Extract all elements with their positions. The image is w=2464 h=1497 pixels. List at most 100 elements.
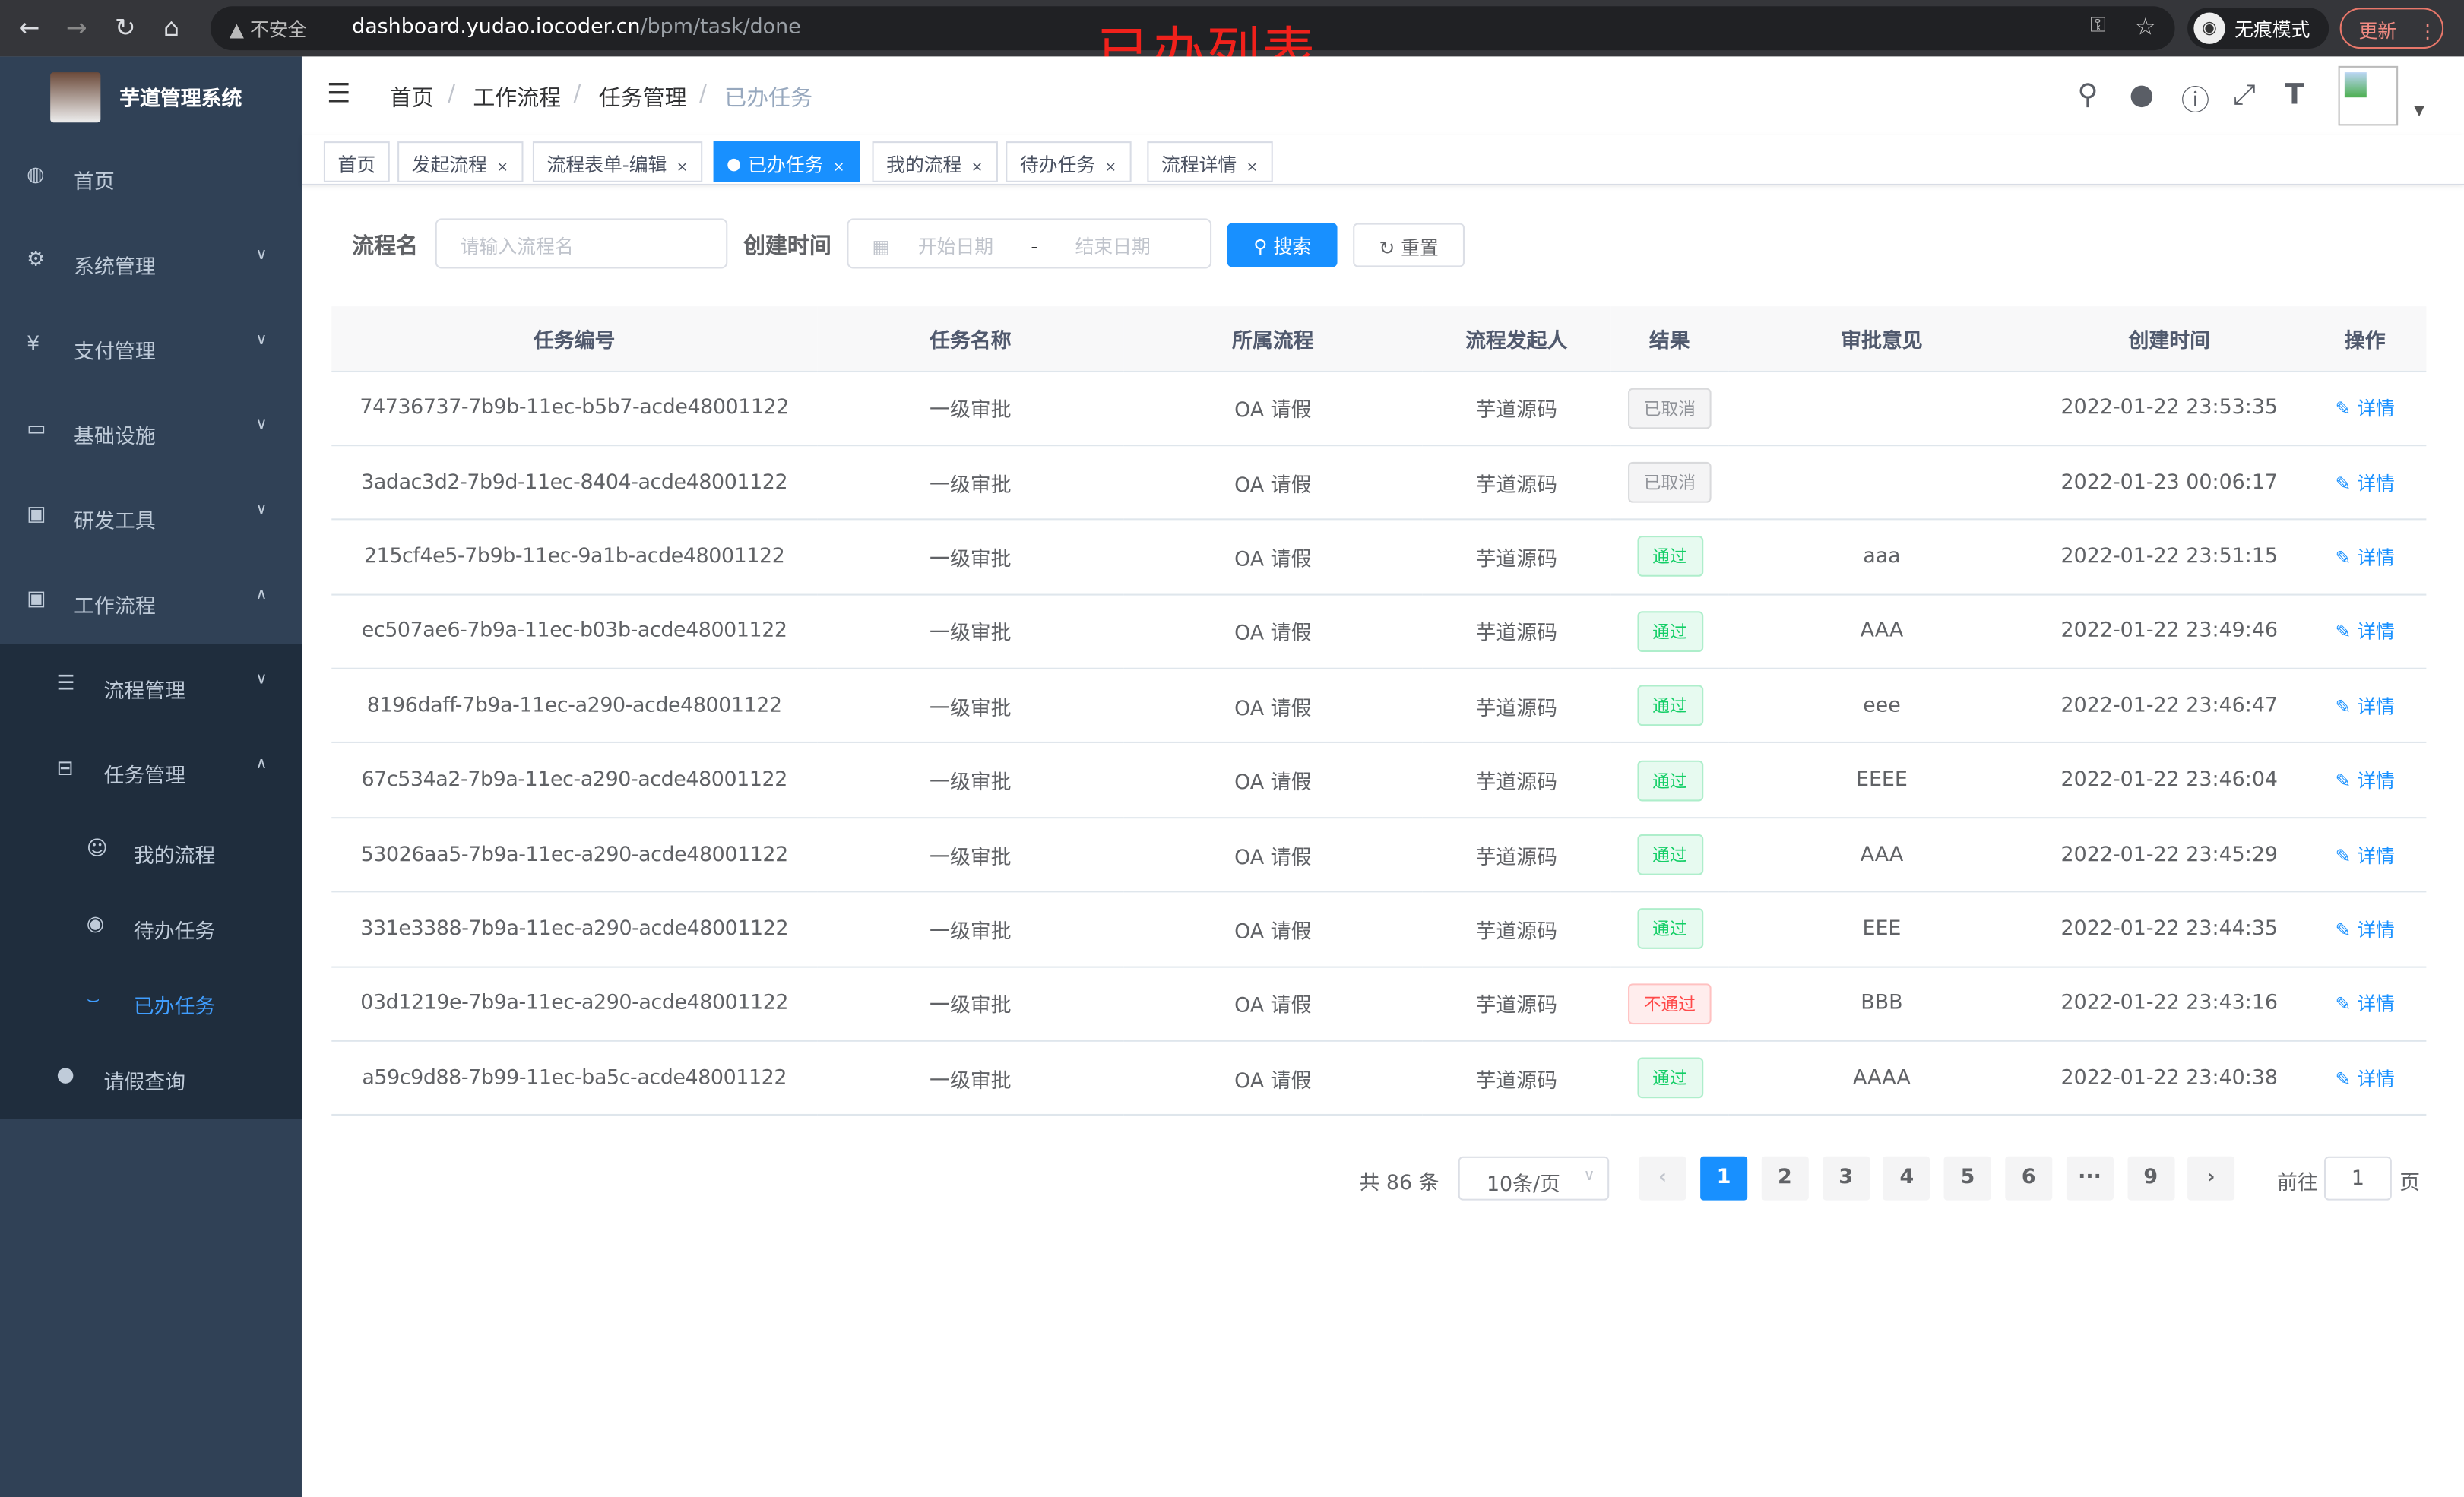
star-icon[interactable]: ☆: [2134, 12, 2156, 41]
table-cell: 2022-01-22 23:44:35: [2035, 891, 2304, 967]
font-size-icon[interactable]: T: [2285, 78, 2304, 112]
search-icon[interactable]: ⚲: [2077, 78, 2098, 112]
close-icon[interactable]: ×: [1246, 160, 1259, 176]
table-cell: 芋道源码: [1422, 593, 1611, 669]
table-cell: OA 请假: [1123, 370, 1423, 446]
sidebar-subitem[interactable]: ● 请假查询: [0, 1036, 302, 1114]
update-button[interactable]: 更新 ⋮: [2339, 8, 2444, 49]
next-page-button[interactable]: ›: [2187, 1156, 2235, 1201]
detail-link[interactable]: ✎ 详情: [2336, 621, 2395, 643]
tag-item[interactable]: 首页: [323, 141, 390, 182]
table-cell: 2022-01-22 23:46:04: [2035, 742, 2304, 818]
detail-link[interactable]: ✎ 详情: [2336, 546, 2395, 568]
cell-text: 2022-01-22 23:53:35: [2060, 396, 2279, 420]
sidebar-item[interactable]: ▣ 工作流程 ∧: [0, 559, 302, 644]
security-warning[interactable]: ▲ 不安全: [229, 18, 307, 41]
page-button[interactable]: 2: [1761, 1156, 1809, 1201]
sidebar-item[interactable]: ▣ 研发工具 ∨: [0, 474, 302, 559]
detail-link[interactable]: ✎ 详情: [2336, 397, 2395, 419]
page-button[interactable]: 6: [2005, 1156, 2053, 1201]
sidebar-item-label: 工作流程: [74, 595, 156, 619]
close-icon[interactable]: ×: [676, 160, 689, 176]
close-icon[interactable]: ×: [832, 160, 845, 176]
sidebar-subitem[interactable]: ⌣ 已办任务: [0, 960, 302, 1038]
tag-item[interactable]: 发起流程 ×: [397, 141, 523, 182]
cell-text: 2022-01-22 23:46:04: [2060, 768, 2279, 793]
detail-link[interactable]: ✎ 详情: [2336, 844, 2395, 866]
cell-text: 一级审批: [929, 995, 1012, 1019]
sidebar-item[interactable]: ⚙ 系统管理 ∨: [0, 220, 302, 305]
calendar-icon: ▦: [872, 236, 890, 258]
sidebar-subitem[interactable]: ☺ 我的流程: [0, 809, 302, 888]
close-icon[interactable]: ×: [971, 160, 983, 176]
date-range-picker[interactable]: ▦ 开始日期 - 结束日期: [847, 218, 1212, 269]
incognito-icon: ◉: [2193, 12, 2225, 44]
key-icon[interactable]: ⚿: [2090, 14, 2106, 38]
breadcrumb-item[interactable]: 首页: [389, 86, 434, 112]
start-date-input[interactable]: 开始日期: [917, 236, 994, 258]
table-cell: 芋道源码: [1422, 966, 1611, 1042]
reload-icon[interactable]: ↻: [114, 12, 136, 43]
end-date-input[interactable]: 结束日期: [1075, 236, 1151, 258]
avatar[interactable]: [2338, 65, 2399, 126]
sidebar-subitem[interactable]: ◉ 待办任务: [0, 885, 302, 963]
cell-text: 03d1219e-7b9a-11ec-a290-acde48001122: [360, 992, 789, 1016]
page-button[interactable]: ···: [2066, 1156, 2114, 1201]
prev-page-button[interactable]: ‹: [1639, 1156, 1686, 1201]
sidebar-item[interactable]: ▭ 基础设施 ∨: [0, 390, 302, 475]
table-row: ec507ae6-7b9a-11ec-b03b-acde48001122 一级审批…: [331, 593, 2427, 669]
reset-button[interactable]: ↻ 重置: [1353, 223, 1465, 267]
breadcrumb-item[interactable]: 工作流程: [473, 86, 562, 112]
range-separator: -: [1031, 236, 1038, 258]
hamburger-icon[interactable]: ☰: [327, 78, 351, 110]
github-icon[interactable]: ●: [2129, 78, 2155, 112]
caret-down-icon[interactable]: ▼: [2413, 103, 2425, 120]
page-button[interactable]: 3: [1822, 1156, 1870, 1201]
chevron-icon: ∨: [255, 501, 268, 519]
tag-item[interactable]: 流程表单-编辑 ×: [532, 141, 702, 182]
tag-label: 已办任务: [748, 153, 824, 176]
sidebar-subitem[interactable]: ⊟ 任务管理 ∧: [0, 729, 302, 807]
status-badge: 已取消: [1628, 462, 1712, 503]
page-button[interactable]: 4: [1883, 1156, 1930, 1201]
detail-link[interactable]: ✎ 详情: [2336, 1068, 2395, 1090]
close-icon[interactable]: ×: [1104, 160, 1117, 176]
forward-icon[interactable]: →: [65, 12, 87, 43]
page-size-select[interactable]: 10条/页 ∨: [1458, 1156, 1610, 1201]
sidebar-item[interactable]: ◍ 首页: [0, 135, 302, 220]
sidebar-subitem[interactable]: ☰ 流程管理 ∨: [0, 644, 302, 723]
process-name-input[interactable]: 请输入流程名: [435, 218, 728, 269]
tag-item[interactable]: 待办任务 ×: [1006, 141, 1131, 182]
tag-item[interactable]: 已办任务 ×: [713, 141, 860, 182]
breadcrumb-item[interactable]: 任务管理: [598, 86, 687, 112]
detail-label: 详情: [2357, 695, 2395, 718]
detail-link[interactable]: ✎ 详情: [2336, 919, 2395, 941]
detail-link[interactable]: ✎ 详情: [2336, 993, 2395, 1015]
detail-link[interactable]: ✎ 详情: [2336, 695, 2395, 717]
close-icon[interactable]: ×: [496, 160, 508, 176]
fullscreen-icon[interactable]: ⤢: [2233, 78, 2256, 112]
cell-text: BBB: [1861, 992, 1903, 1016]
address-bar[interactable]: ▲ 不安全 dashboard.yudao.iocoder.cn/bpm/tas…: [211, 6, 2175, 51]
sidebar-item[interactable]: ¥ 支付管理 ∨: [0, 305, 302, 390]
home-icon[interactable]: ⌂: [163, 12, 180, 43]
tag-item[interactable]: 流程详情 ×: [1147, 141, 1272, 182]
page-button[interactable]: 9: [2127, 1156, 2174, 1201]
detail-link[interactable]: ✎ 详情: [2336, 472, 2395, 494]
table-cell: OA 请假: [1123, 1040, 1423, 1116]
goto-page-input[interactable]: 1: [2323, 1156, 2392, 1201]
back-icon[interactable]: ←: [18, 12, 40, 43]
page-button[interactable]: 1: [1700, 1156, 1748, 1201]
search-button[interactable]: ⚲ 搜索: [1227, 223, 1338, 267]
detail-link[interactable]: ✎ 详情: [2336, 770, 2395, 792]
chevron-icon: ∧: [255, 755, 268, 774]
incognito-indicator[interactable]: ◉ 无痕模式: [2187, 8, 2329, 49]
table-cell: 已取消: [1610, 445, 1729, 521]
help-icon[interactable]: ⓘ: [2181, 84, 2210, 119]
tag-item[interactable]: 我的流程 ×: [872, 141, 998, 182]
table-cell: 已取消: [1610, 370, 1729, 446]
page-button[interactable]: 5: [1944, 1156, 1992, 1201]
cell-text: 一级审批: [929, 399, 1012, 423]
column-header: 操作: [2304, 306, 2427, 372]
user-icon: ☺: [86, 837, 108, 862]
